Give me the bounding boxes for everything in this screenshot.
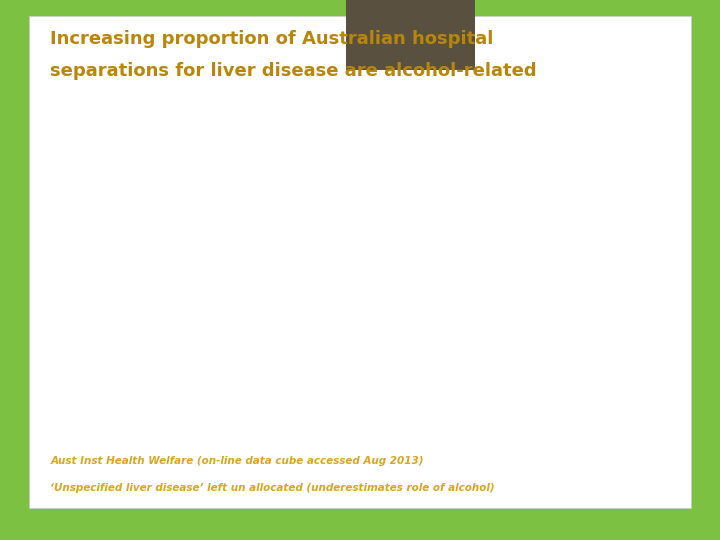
Text: 28%: 28% [114,292,154,310]
Text: Alcohol: Alcohol [306,359,361,372]
Text: All causes: All causes [252,205,328,218]
Text: separations for liver disease are alcohol-related: separations for liver disease are alcoho… [50,62,537,80]
Text: ‘Unspecified liver disease’ left un allocated (underestimates role of alcohol): ‘Unspecified liver disease’ left un allo… [50,483,495,494]
Text: Increasing proportion of Australian hospital: Increasing proportion of Australian hosp… [50,30,494,48]
Text: Aust Inst Health Welfare (on-line data cube accessed Aug 2013): Aust Inst Health Welfare (on-line data c… [50,456,424,467]
Text: 43%: 43% [624,249,663,267]
